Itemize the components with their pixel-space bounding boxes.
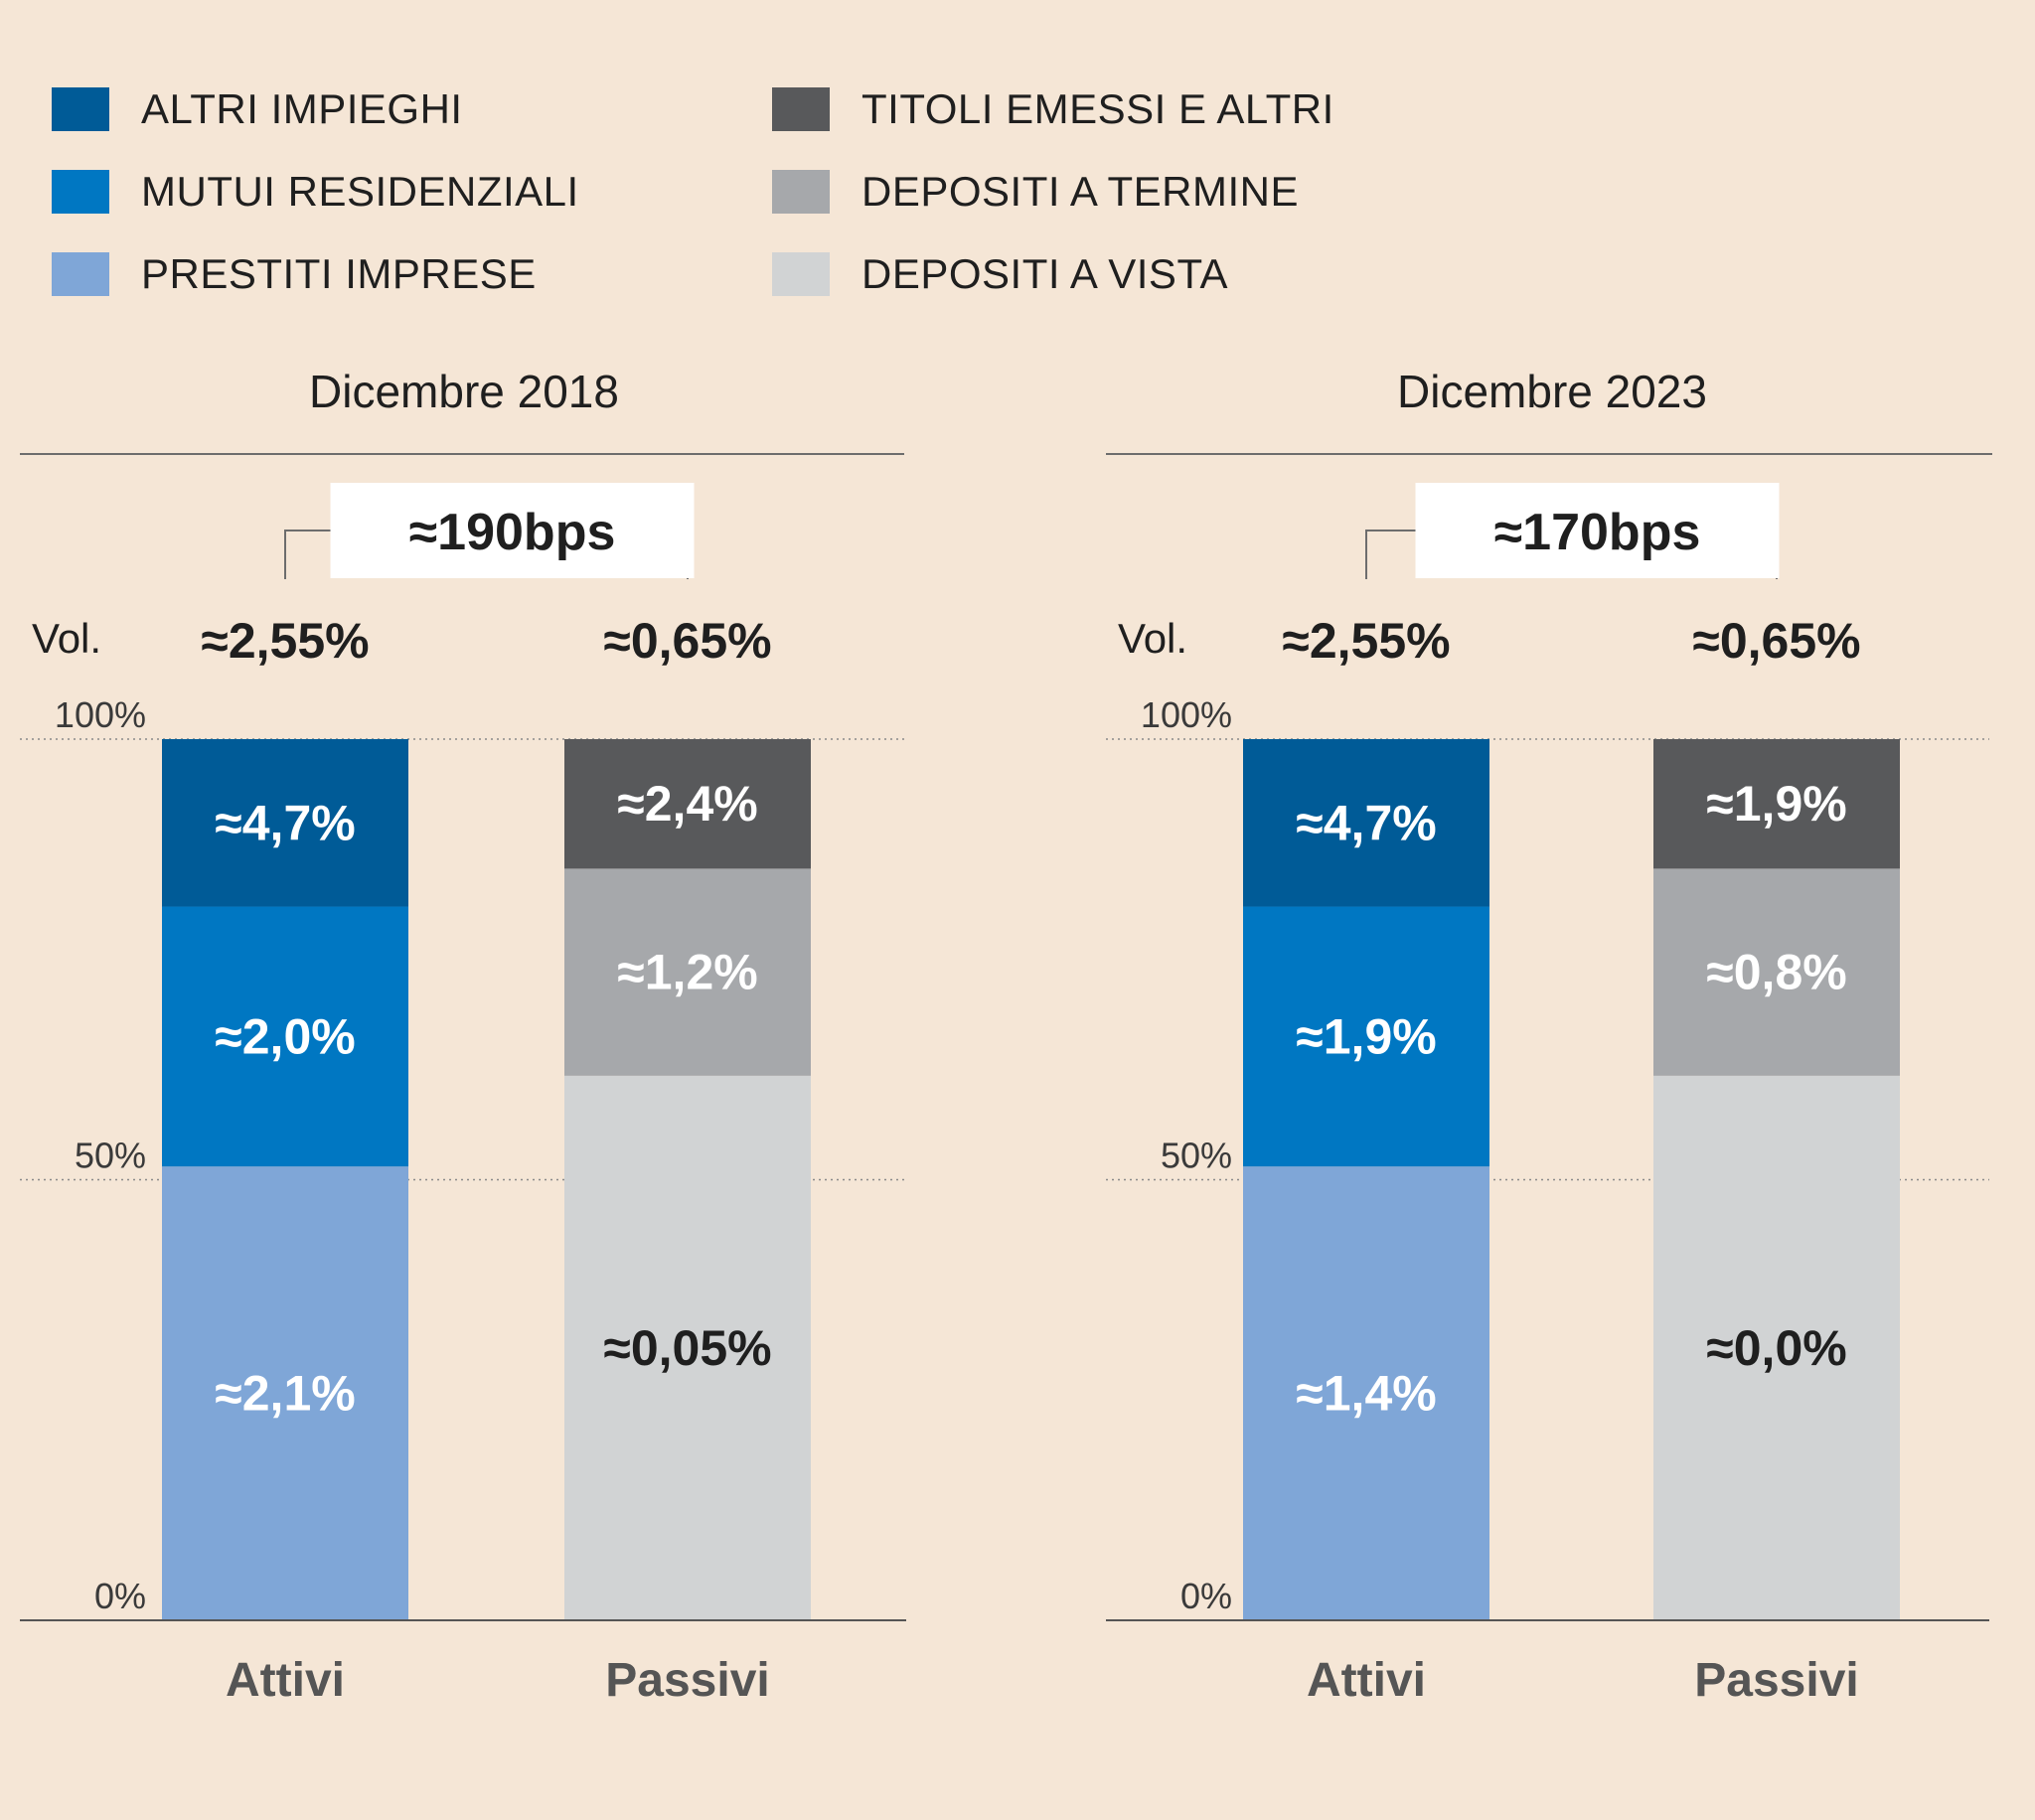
segment-label: ≈1,9% [1296,1008,1436,1064]
chart-title: Dicembre 2023 [1397,366,1707,417]
legend-label: PRESTITI IMPRESE [141,250,537,297]
legend-item-titoli-emessi: TITOLI EMESSI E ALTRI [772,85,1334,132]
legend-item-altri-impieghi: ALTRI IMPIEGHI [52,85,463,132]
y-tick-label: 100% [55,694,146,735]
legend-label: DEPOSITI A VISTA [861,250,1228,297]
y-tick-label: 100% [1141,694,1232,735]
legend-swatch [52,87,109,131]
x-tick-label: Passivi [605,1654,769,1707]
legend: ALTRI IMPIEGHI MUTUI RESIDENZIALI PRESTI… [0,0,2035,318]
segment-label: ≈2,0% [215,1008,355,1064]
segment-label: ≈2,4% [617,776,757,832]
segment-label: ≈0,8% [1706,945,1846,1000]
x-tick-label: Passivi [1694,1654,1858,1707]
legend-label: ALTRI IMPIEGHI [141,85,463,132]
legend-swatch [772,87,830,131]
bar-segment [1243,739,1489,907]
bar-segment [1243,906,1489,1167]
segment-label: ≈2,1% [215,1366,355,1422]
bar-segment [1243,1166,1489,1620]
legend-label: TITOLI EMESSI E ALTRI [861,85,1334,132]
legend-item-depositi-vista: DEPOSITI A VISTA [772,250,1228,297]
total-label: ≈0,65% [603,613,771,669]
spread-label: ≈170bps [1494,504,1701,561]
legend-swatch [52,252,109,296]
bar-segment [1653,1075,1900,1620]
bar-segment [564,1075,811,1620]
y-tick-label: 0% [94,1576,146,1616]
y-tick-label: 50% [75,1136,146,1176]
legend-item-depositi-termine: DEPOSITI A TERMINE [772,168,1299,215]
legend-swatch [52,170,109,214]
x-tick-label: Attivi [226,1654,345,1707]
bar-segment [1653,739,1900,869]
spread-box [330,483,695,578]
legend-label: DEPOSITI A TERMINE [861,168,1299,215]
total-label: ≈0,65% [1692,613,1860,669]
segment-label: ≈1,4% [1296,1366,1436,1422]
y-tick-label: 50% [1161,1136,1232,1176]
bar-segment [162,1166,408,1620]
chart-title: Dicembre 2018 [309,366,619,417]
legend-swatch [772,170,830,214]
segment-label: ≈4,7% [215,795,355,850]
y-tick-label: 0% [1180,1576,1232,1616]
bar-segment [564,868,811,1076]
legend-swatch [772,252,830,296]
legend-item-mutui-residenziali: MUTUI RESIDENZIALI [52,168,579,215]
spread-box [1415,483,1780,578]
bar-segment [1653,868,1900,1076]
legend-label: MUTUI RESIDENZIALI [141,168,579,215]
segment-label: ≈4,7% [1296,795,1436,850]
x-tick-label: Attivi [1307,1654,1426,1707]
chart-1: Dicembre 2018 Vol. 0% 50% 100% ≈2,1% ≈2,0% ≈4,7… [20,366,906,1707]
total-label: ≈2,55% [1282,613,1450,669]
chart-2: Dicembre 2023 Vol. 0% 50% 100% ≈1,4% ≈1,9% ≈4,7… [1106,366,1992,1707]
segment-label: ≈1,2% [617,945,757,1000]
legend-item-prestiti-imprese: PRESTITI IMPRESE [52,250,537,297]
bar-segment [162,906,408,1167]
segment-label: ≈0,0% [1706,1320,1846,1376]
segment-label: ≈0,05% [603,1320,771,1376]
bar-segment [564,739,811,869]
bar-segment [162,739,408,907]
y-axis-label: Vol. [1118,615,1187,662]
spread-label: ≈190bps [409,504,616,561]
segment-label: ≈1,9% [1706,776,1846,832]
y-axis-label: Vol. [32,615,101,662]
total-label: ≈2,55% [201,613,369,669]
